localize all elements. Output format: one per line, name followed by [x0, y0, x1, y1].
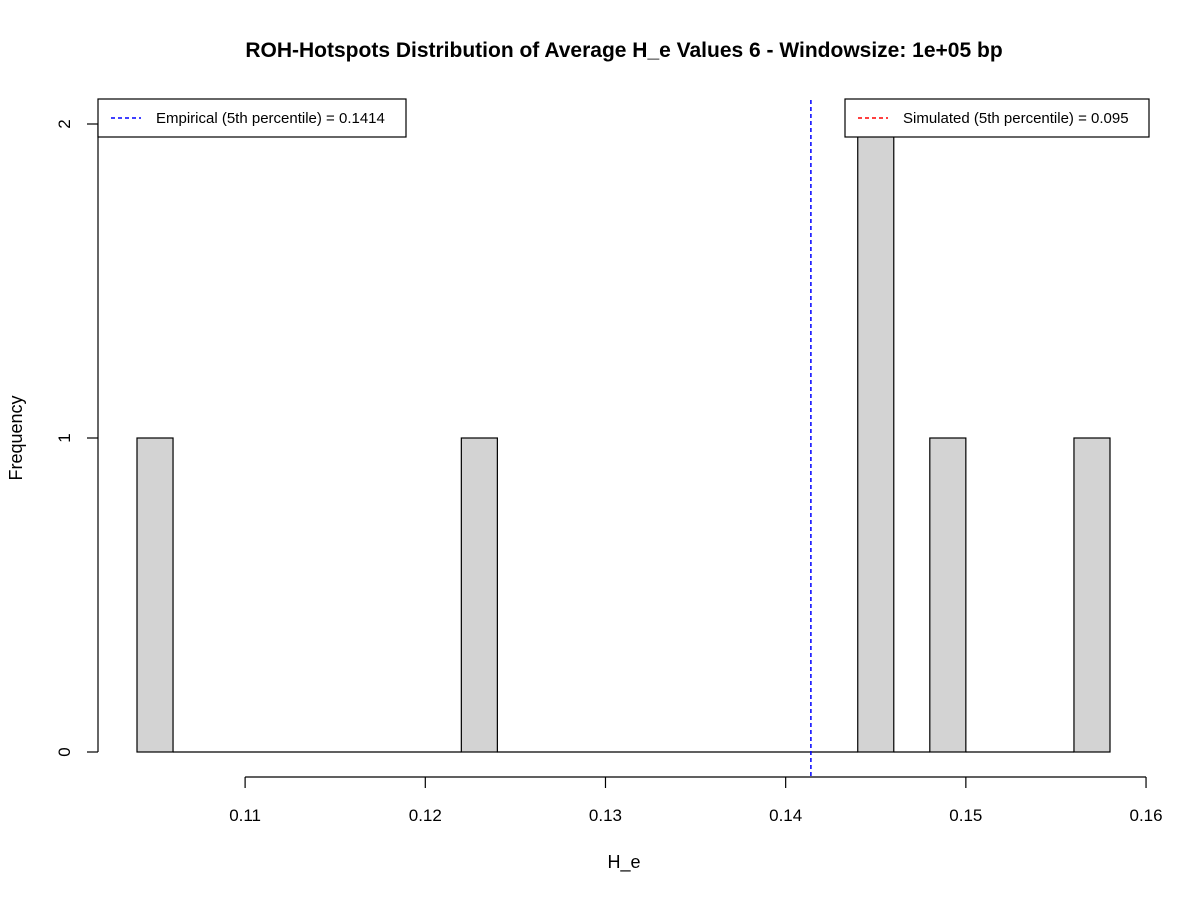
histogram-bar-0	[136, 437, 174, 753]
x-tick-label: 0.16	[1129, 806, 1162, 825]
y-tick-label: 0	[55, 747, 74, 756]
legend-frame	[844, 98, 1150, 138]
y-tick-label: 1	[55, 433, 74, 442]
x-tick-label: 0.15	[949, 806, 982, 825]
chart-title: ROH-Hotspots Distribution of Average H_e…	[245, 39, 1002, 62]
y-axis: 0 1 2	[55, 119, 99, 757]
legend-label: Empirical (5th percentile) = 0.1414	[156, 110, 385, 127]
legend-box: Simulated (5th percentile) = 0.095	[844, 98, 1150, 138]
legend-label: Simulated (5th percentile) = 0.095	[903, 110, 1129, 127]
legends-group: Empirical (5th percentile) = 0.1414 Simul…	[97, 98, 1150, 138]
bars-group	[136, 123, 1111, 753]
reference-lines	[810, 100, 812, 777]
x-tick-label: 0.14	[769, 806, 802, 825]
histogram-bar-2	[857, 123, 895, 753]
histogram-bar-4	[1073, 437, 1111, 753]
x-tick-label: 0.12	[409, 806, 442, 825]
legend-box: Empirical (5th percentile) = 0.1414	[97, 98, 407, 138]
histogram-bar-1	[460, 437, 498, 753]
x-tick-label: 0.11	[229, 806, 261, 825]
x-axis: 0.11 0.12 0.13 0.14 0.15 0.16	[229, 776, 1163, 825]
x-axis-title: H_e	[607, 852, 640, 873]
histogram-bar-3	[929, 437, 967, 753]
x-tick-label: 0.13	[589, 806, 622, 825]
legend-frame	[97, 98, 407, 138]
y-axis-title: Frequency	[6, 395, 26, 480]
y-tick-label: 2	[55, 119, 74, 128]
